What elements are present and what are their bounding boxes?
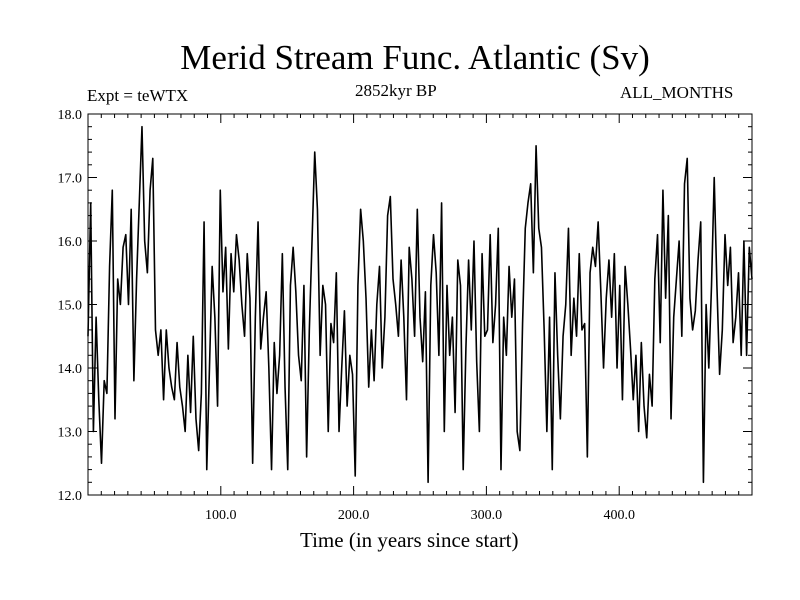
chart-title: Merid Stream Func. Atlantic (Sv) xyxy=(180,38,650,77)
experiment-label: Expt = teWTX xyxy=(87,86,189,105)
x-tick-label: 400.0 xyxy=(603,508,635,523)
chart-subtitle: 2852kyr BP xyxy=(355,81,437,100)
x-tick-label: 100.0 xyxy=(205,508,237,523)
y-tick-label: 14.0 xyxy=(58,362,83,377)
series-line xyxy=(87,125,753,484)
y-tick-label: 13.0 xyxy=(58,426,83,441)
y-tick-label: 15.0 xyxy=(58,299,83,314)
months-label: ALL_MONTHS xyxy=(620,83,734,102)
y-tick-label: 18.0 xyxy=(58,108,83,123)
x-tick-label: 200.0 xyxy=(338,508,370,523)
y-tick-label: 12.0 xyxy=(58,489,83,504)
x-tick-label: 300.0 xyxy=(471,508,503,523)
y-tick-label: 17.0 xyxy=(58,172,83,187)
y-tick-label: 16.0 xyxy=(58,235,83,250)
x-axis-label: Time (in years since start) xyxy=(300,528,519,552)
